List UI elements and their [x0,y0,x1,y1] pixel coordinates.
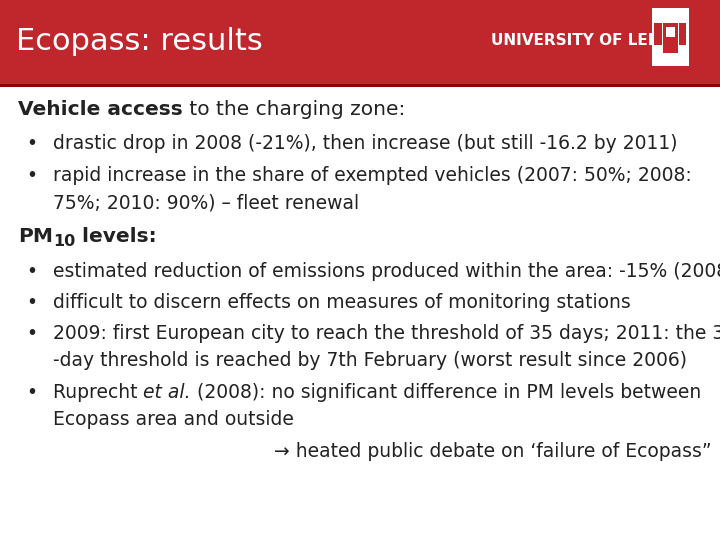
Text: Ruprecht: Ruprecht [53,383,143,402]
Text: levels:: levels: [76,227,157,246]
Text: to the charging zone:: to the charging zone: [183,100,405,119]
Text: •: • [27,324,37,343]
Text: UNIVERSITY OF LEEDS: UNIVERSITY OF LEEDS [492,33,682,48]
Text: •: • [27,293,37,312]
Text: et al.: et al. [143,383,191,402]
Text: drastic drop in 2008 (-21%), then increase (but still -16.2 by 2011): drastic drop in 2008 (-21%), then increa… [53,134,677,153]
FancyBboxPatch shape [652,8,689,66]
Text: difficult to discern effects on measures of monitoring stations: difficult to discern effects on measures… [53,293,630,312]
FancyBboxPatch shape [654,23,662,45]
FancyBboxPatch shape [663,23,678,53]
FancyBboxPatch shape [666,27,675,37]
Text: estimated reduction of emissions produced within the area: -15% (2008): estimated reduction of emissions produce… [53,262,720,281]
Text: •: • [27,383,37,402]
Text: 10: 10 [53,234,76,249]
Text: → heated public debate on ‘failure of Ecopass”: → heated public debate on ‘failure of Ec… [274,442,711,461]
Text: (2008): no significant difference in PM levels between: (2008): no significant difference in PM … [191,383,701,402]
Text: •: • [27,262,37,281]
Text: -day threshold is reached by 7th February (worst result since 2006): -day threshold is reached by 7th Februar… [53,351,687,370]
Text: PM: PM [18,227,53,246]
Text: Vehicle access: Vehicle access [18,100,183,119]
Text: 75%; 2010: 90%) – fleet renewal: 75%; 2010: 90%) – fleet renewal [53,193,359,212]
Text: Ecopass: results: Ecopass: results [16,28,263,56]
Text: 2009: first European city to reach the threshold of 35 days; 2011: the 35: 2009: first European city to reach the t… [53,324,720,343]
Text: •: • [27,134,37,153]
Text: Ecopass area and outside: Ecopass area and outside [53,410,294,429]
FancyBboxPatch shape [0,84,720,87]
Text: •: • [27,166,37,185]
FancyBboxPatch shape [679,23,686,45]
FancyBboxPatch shape [0,0,720,84]
Text: rapid increase in the share of exempted vehicles (2007: 50%; 2008:: rapid increase in the share of exempted … [53,166,691,185]
